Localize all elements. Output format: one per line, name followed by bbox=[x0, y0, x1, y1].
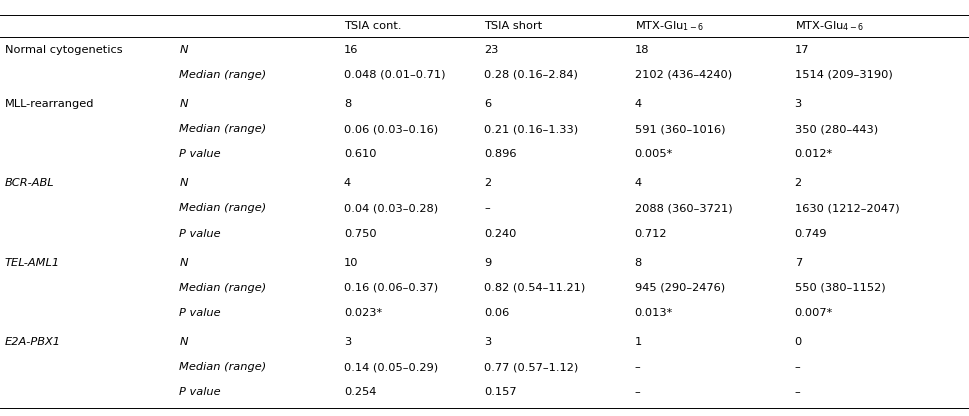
Text: 23: 23 bbox=[484, 45, 499, 54]
Text: 4: 4 bbox=[635, 178, 641, 188]
Text: –: – bbox=[635, 387, 641, 397]
Text: –: – bbox=[795, 362, 800, 372]
Text: 1: 1 bbox=[635, 337, 641, 347]
Text: 350 (280–443): 350 (280–443) bbox=[795, 124, 878, 134]
Text: N: N bbox=[179, 258, 188, 268]
Text: 0.82 (0.54–11.21): 0.82 (0.54–11.21) bbox=[484, 283, 585, 293]
Text: 0.048 (0.01–0.71): 0.048 (0.01–0.71) bbox=[344, 70, 446, 80]
Text: P value: P value bbox=[179, 149, 221, 159]
Text: P value: P value bbox=[179, 387, 221, 397]
Text: 1514 (209–3190): 1514 (209–3190) bbox=[795, 70, 892, 80]
Text: 0.06: 0.06 bbox=[484, 308, 510, 318]
Text: TSIA cont.: TSIA cont. bbox=[344, 21, 401, 31]
Text: 17: 17 bbox=[795, 45, 809, 54]
Text: 8: 8 bbox=[344, 99, 351, 109]
Text: P value: P value bbox=[179, 228, 221, 238]
Text: Median (range): Median (range) bbox=[179, 124, 266, 134]
Text: 0.157: 0.157 bbox=[484, 387, 517, 397]
Text: N: N bbox=[179, 99, 188, 109]
Text: 0.749: 0.749 bbox=[795, 228, 828, 238]
Text: 0: 0 bbox=[795, 337, 801, 347]
Text: 550 (380–1152): 550 (380–1152) bbox=[795, 283, 886, 293]
Text: –: – bbox=[484, 203, 490, 213]
Text: 4: 4 bbox=[344, 178, 351, 188]
Text: 945 (290–2476): 945 (290–2476) bbox=[635, 283, 725, 293]
Text: 591 (360–1016): 591 (360–1016) bbox=[635, 124, 725, 134]
Text: 3: 3 bbox=[344, 337, 351, 347]
Text: 2: 2 bbox=[795, 178, 801, 188]
Text: 0.023*: 0.023* bbox=[344, 308, 382, 318]
Text: Median (range): Median (range) bbox=[179, 203, 266, 213]
Text: 10: 10 bbox=[344, 258, 359, 268]
Text: 9: 9 bbox=[484, 258, 491, 268]
Text: 0.896: 0.896 bbox=[484, 149, 517, 159]
Text: 8: 8 bbox=[635, 258, 641, 268]
Text: 0.750: 0.750 bbox=[344, 228, 377, 238]
Text: N: N bbox=[179, 45, 188, 54]
Text: 3: 3 bbox=[484, 337, 491, 347]
Text: 0.06 (0.03–0.16): 0.06 (0.03–0.16) bbox=[344, 124, 438, 134]
Text: Median (range): Median (range) bbox=[179, 362, 266, 372]
Text: –: – bbox=[795, 387, 800, 397]
Text: N: N bbox=[179, 337, 188, 347]
Text: 0.012*: 0.012* bbox=[795, 149, 832, 159]
Text: BCR-ABL: BCR-ABL bbox=[5, 178, 54, 188]
Text: 16: 16 bbox=[344, 45, 359, 54]
Text: MTX-Glu$_{1-6}$: MTX-Glu$_{1-6}$ bbox=[635, 19, 704, 33]
Text: 0.013*: 0.013* bbox=[635, 308, 672, 318]
Text: 0.28 (0.16–2.84): 0.28 (0.16–2.84) bbox=[484, 70, 578, 80]
Text: 0.712: 0.712 bbox=[635, 228, 668, 238]
Text: 2102 (436–4240): 2102 (436–4240) bbox=[635, 70, 732, 80]
Text: TSIA short: TSIA short bbox=[484, 21, 543, 31]
Text: 18: 18 bbox=[635, 45, 649, 54]
Text: 2: 2 bbox=[484, 178, 491, 188]
Text: 4: 4 bbox=[635, 99, 641, 109]
Text: 0.240: 0.240 bbox=[484, 228, 516, 238]
Text: P value: P value bbox=[179, 308, 221, 318]
Text: N: N bbox=[179, 178, 188, 188]
Text: MLL-rearranged: MLL-rearranged bbox=[5, 99, 94, 109]
Text: Normal cytogenetics: Normal cytogenetics bbox=[5, 45, 122, 54]
Text: –: – bbox=[635, 362, 641, 372]
Text: 0.77 (0.57–1.12): 0.77 (0.57–1.12) bbox=[484, 362, 578, 372]
Text: 0.007*: 0.007* bbox=[795, 308, 832, 318]
Text: Median (range): Median (range) bbox=[179, 283, 266, 293]
Text: 0.14 (0.05–0.29): 0.14 (0.05–0.29) bbox=[344, 362, 438, 372]
Text: Median (range): Median (range) bbox=[179, 70, 266, 80]
Text: 0.610: 0.610 bbox=[344, 149, 377, 159]
Text: TEL-AML1: TEL-AML1 bbox=[5, 258, 60, 268]
Text: E2A-PBX1: E2A-PBX1 bbox=[5, 337, 61, 347]
Text: 1630 (1212–2047): 1630 (1212–2047) bbox=[795, 203, 899, 213]
Text: 0.254: 0.254 bbox=[344, 387, 376, 397]
Text: 0.16 (0.06–0.37): 0.16 (0.06–0.37) bbox=[344, 283, 438, 293]
Text: 0.005*: 0.005* bbox=[635, 149, 672, 159]
Text: 6: 6 bbox=[484, 99, 491, 109]
Text: MTX-Glu$_{4-6}$: MTX-Glu$_{4-6}$ bbox=[795, 19, 864, 33]
Text: 0.04 (0.03–0.28): 0.04 (0.03–0.28) bbox=[344, 203, 438, 213]
Text: 0.21 (0.16–1.33): 0.21 (0.16–1.33) bbox=[484, 124, 578, 134]
Text: 7: 7 bbox=[795, 258, 801, 268]
Text: 3: 3 bbox=[795, 99, 801, 109]
Text: 2088 (360–3721): 2088 (360–3721) bbox=[635, 203, 733, 213]
